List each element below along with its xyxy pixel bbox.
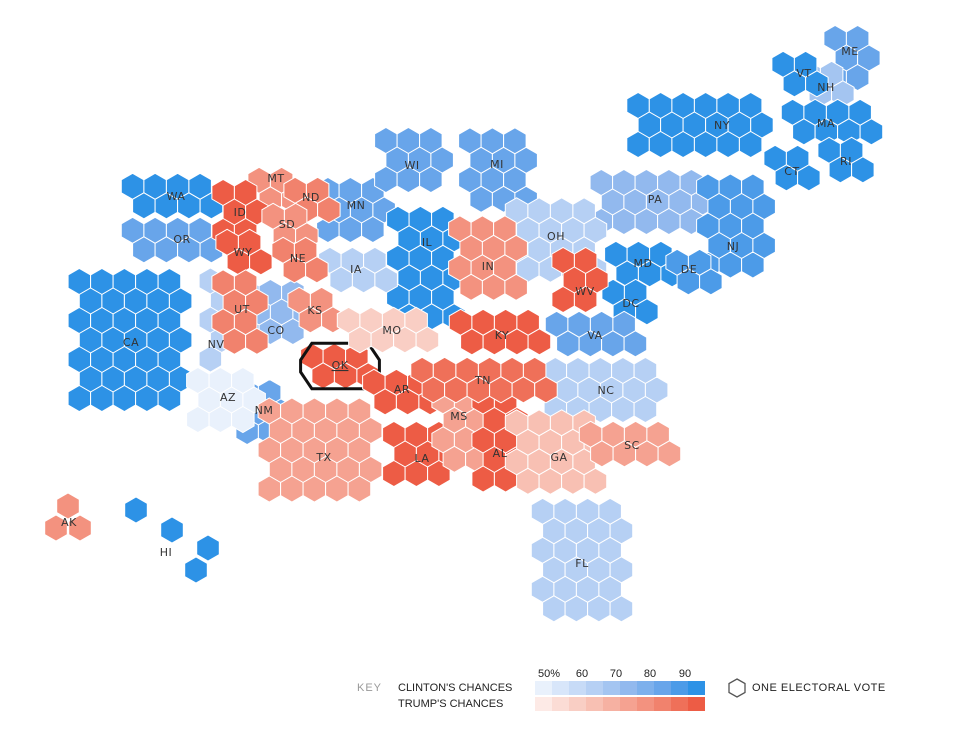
electoral-vote-hex [504, 273, 528, 301]
state-vt[interactable] [771, 50, 829, 98]
state-az[interactable] [186, 366, 266, 434]
electoral-vote-hex [56, 492, 80, 520]
state-ky[interactable] [448, 308, 552, 356]
electoral-vote-hex [633, 395, 658, 424]
state-ok[interactable] [299, 341, 381, 391]
state-ma[interactable] [780, 98, 884, 146]
electoral-vote-hex [68, 514, 92, 542]
electoral-vote-hex [859, 118, 884, 146]
electoral-vote-hex [419, 165, 443, 194]
electoral-vote-hex [44, 514, 68, 542]
electoral-vote-hex [805, 70, 829, 98]
electoral-vote-hex [797, 164, 821, 192]
electoral-vote-hex [374, 266, 398, 294]
electoral-vote-hex [583, 467, 608, 495]
electoral-vote-hex [231, 405, 255, 434]
electoral-vote-hex [623, 330, 648, 358]
electoral-vote-hex [157, 384, 182, 413]
state-or[interactable] [120, 216, 224, 264]
electoral-vote-hex [160, 516, 184, 544]
state-wa[interactable] [120, 172, 224, 220]
state-label-hi: HI [160, 546, 173, 559]
state-nd[interactable] [283, 176, 341, 224]
state-ri[interactable] [817, 136, 875, 184]
electoral-vote-hex [245, 327, 269, 355]
electoral-vote-hex [361, 215, 385, 244]
state-mo[interactable] [336, 306, 440, 354]
electoral-vote-hex [415, 326, 440, 354]
state-pa[interactable] [589, 168, 715, 236]
state-ga[interactable] [504, 409, 608, 495]
state-wi[interactable] [374, 126, 454, 194]
state-mi[interactable] [458, 127, 538, 213]
state-va[interactable] [544, 310, 648, 358]
state-wy[interactable] [215, 228, 273, 276]
electoral-vote-hex [305, 256, 329, 284]
electoral-vote-hex [184, 556, 208, 584]
electoral-vote-hex [635, 298, 659, 326]
state-ny[interactable] [626, 91, 774, 159]
electoral-vote-hex [657, 440, 682, 468]
state-hi[interactable] [124, 496, 220, 584]
electoral-vote-hex [738, 130, 763, 159]
electoral-vote-hex [609, 595, 634, 623]
state-fl[interactable] [530, 497, 634, 623]
electoral-vote-hex [198, 345, 223, 373]
electoral-vote-hex [699, 268, 723, 296]
state-ak[interactable] [44, 492, 92, 542]
state-il[interactable] [386, 205, 466, 331]
state-sc[interactable] [578, 420, 682, 468]
state-ia[interactable] [318, 246, 398, 294]
state-ne[interactable] [271, 236, 329, 284]
electoral-vote-hex [196, 534, 220, 562]
electoral-vote-hex [851, 156, 875, 184]
state-ct[interactable] [763, 144, 821, 192]
state-tn[interactable] [410, 356, 558, 404]
electoral-vote-hex [534, 376, 558, 404]
state-tx[interactable] [257, 397, 383, 503]
electoral-vote-hex [845, 63, 870, 92]
state-nj[interactable] [696, 173, 776, 279]
state-de[interactable] [665, 248, 723, 296]
electoral-vote-hex [347, 475, 372, 503]
state-nc[interactable] [543, 356, 669, 424]
electoral-vote-hex [573, 285, 598, 314]
electoral-vote-hex [124, 496, 148, 524]
state-wv[interactable] [551, 246, 609, 314]
electoral-vote-hex [317, 196, 341, 224]
electoral-vote-hex [741, 251, 765, 279]
state-in[interactable] [448, 215, 528, 301]
state-ca[interactable] [67, 267, 193, 413]
state-ut[interactable] [211, 269, 269, 355]
electoral-vote-hex [527, 328, 552, 356]
